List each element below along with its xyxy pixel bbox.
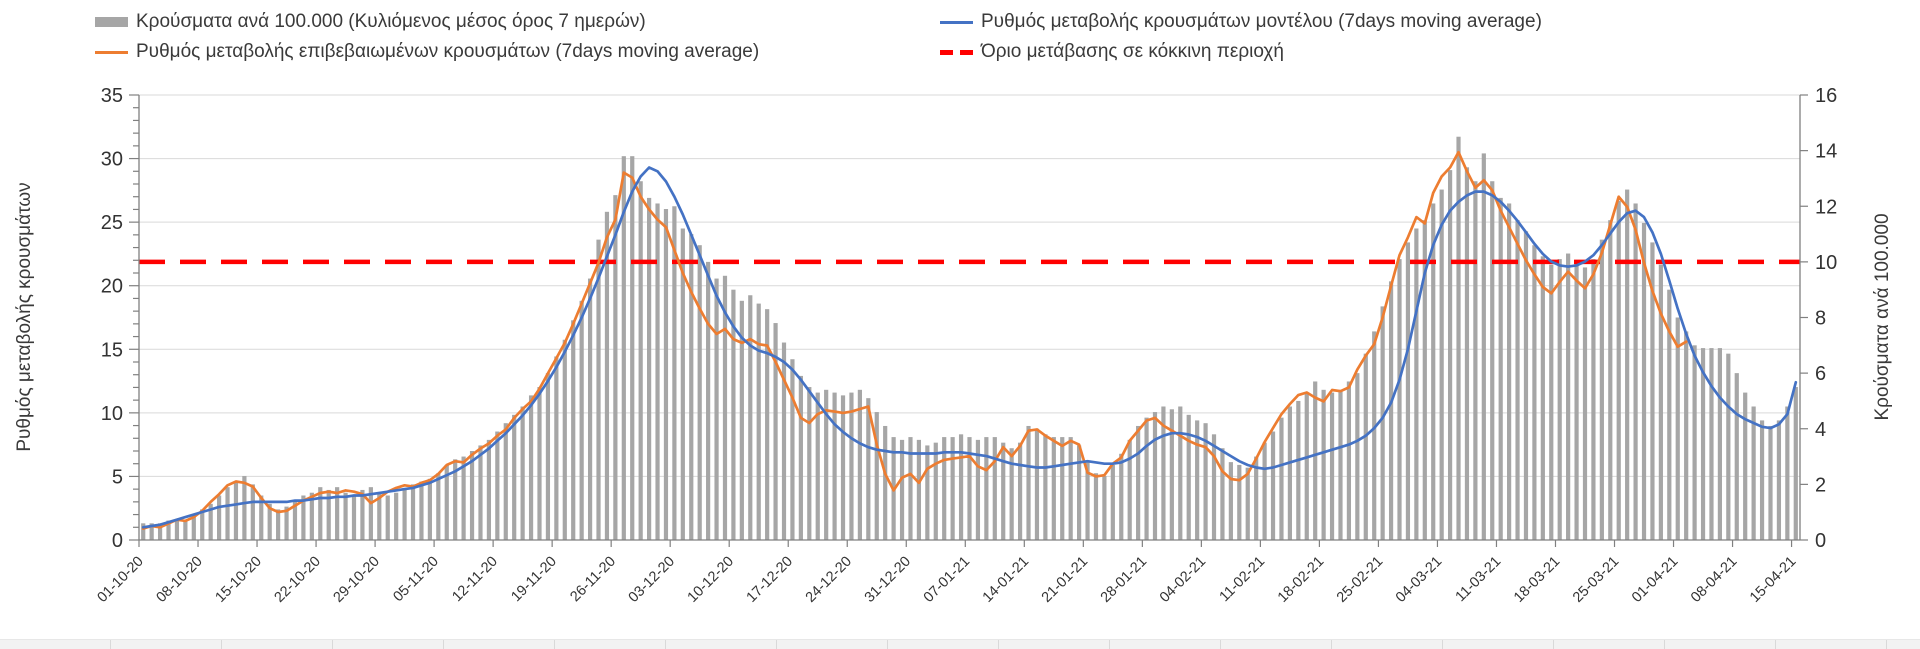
svg-text:01-04-21: 01-04-21 xyxy=(1629,554,1681,606)
svg-text:21-01-21: 21-01-21 xyxy=(1039,554,1091,606)
svg-text:14-01-21: 14-01-21 xyxy=(980,554,1032,606)
legend-label-confirmed-rate: Ρυθμός μεταβολής επιβεβαιωμένων κρουσμάτ… xyxy=(136,41,760,62)
svg-text:18-02-21: 18-02-21 xyxy=(1275,554,1327,606)
svg-text:08-04-21: 08-04-21 xyxy=(1688,554,1740,606)
svg-text:08-10-20: 08-10-20 xyxy=(153,554,205,606)
red-dash-swatch-icon xyxy=(940,49,973,55)
svg-text:2: 2 xyxy=(1815,474,1826,496)
blue-line-swatch-icon xyxy=(940,20,973,24)
svg-text:17-12-20: 17-12-20 xyxy=(744,554,796,606)
svg-text:10-12-20: 10-12-20 xyxy=(685,554,737,606)
svg-text:0: 0 xyxy=(112,530,123,552)
svg-text:18-03-21: 18-03-21 xyxy=(1511,554,1563,606)
svg-text:15-10-20: 15-10-20 xyxy=(213,554,265,606)
svg-text:30: 30 xyxy=(101,149,123,171)
legend-label-threshold: Όριο μετάβασης σε κόκκινη περιοχή xyxy=(981,41,1284,62)
svg-text:24-12-20: 24-12-20 xyxy=(803,554,855,606)
svg-text:15: 15 xyxy=(101,339,123,361)
svg-text:31-12-20: 31-12-20 xyxy=(862,554,914,606)
legend-label-cases-bars: Κρούσματα ανά 100.000 (Κυλιόμενος μέσος … xyxy=(136,11,646,32)
orange-line-swatch-icon xyxy=(95,50,128,54)
svg-text:16: 16 xyxy=(1815,85,1837,107)
svg-text:10: 10 xyxy=(101,403,123,425)
svg-text:22-10-20: 22-10-20 xyxy=(272,554,324,606)
svg-text:04-02-21: 04-02-21 xyxy=(1157,554,1209,606)
svg-text:35: 35 xyxy=(101,85,123,107)
svg-text:6: 6 xyxy=(1815,363,1826,385)
legend-item-model-rate: Ρυθμός μεταβολής κρουσμάτων μοντέλου (7d… xyxy=(940,11,1542,33)
legend-label-model-rate: Ρυθμός μεταβολής κρουσμάτων μοντέλου (7d… xyxy=(981,11,1542,32)
svg-text:25: 25 xyxy=(101,212,123,234)
bar-swatch-icon xyxy=(95,17,128,27)
y-axis-right-title: Κρούσματα ανά 100.000 xyxy=(1872,213,1893,420)
svg-text:19-11-20: 19-11-20 xyxy=(508,554,560,606)
svg-text:12: 12 xyxy=(1815,196,1837,218)
svg-text:03-12-20: 03-12-20 xyxy=(626,554,678,606)
legend-item-confirmed-rate: Ρυθμός μεταβολής επιβεβαιωμένων κρουσμάτ… xyxy=(95,41,759,63)
svg-text:11-03-21: 11-03-21 xyxy=(1453,554,1505,606)
svg-text:5: 5 xyxy=(112,466,123,488)
svg-text:07-01-21: 07-01-21 xyxy=(921,554,973,606)
svg-text:8: 8 xyxy=(1815,308,1826,330)
svg-text:25-02-21: 25-02-21 xyxy=(1334,554,1386,606)
legend-item-cases-bars: Κρούσματα ανά 100.000 (Κυλιόμενος μέσος … xyxy=(95,11,646,33)
svg-text:11-02-21: 11-02-21 xyxy=(1217,554,1269,606)
svg-text:4: 4 xyxy=(1815,419,1826,441)
sheet-edge-strip xyxy=(0,639,1920,649)
plot-area: 0 5 10 15 20 25 30 35 0 2 4 6 8 10 12 14 16 01-10-20 08-10… xyxy=(94,85,1837,606)
y-axis-left-title: Ρυθμός μεταβολής κρουσμάτων xyxy=(14,182,35,451)
svg-text:01-10-20: 01-10-20 xyxy=(94,554,146,606)
svg-text:04-03-21: 04-03-21 xyxy=(1393,554,1445,606)
svg-text:10: 10 xyxy=(1815,252,1837,274)
svg-text:0: 0 xyxy=(1815,530,1826,552)
svg-text:25-03-21: 25-03-21 xyxy=(1570,554,1622,606)
svg-text:29-10-20: 29-10-20 xyxy=(331,554,383,606)
svg-text:28-01-21: 28-01-21 xyxy=(1098,554,1150,606)
legend-item-threshold: Όριο μετάβασης σε κόκκινη περιοχή xyxy=(940,41,1284,63)
svg-text:12-11-20: 12-11-20 xyxy=(449,554,501,606)
svg-text:05-11-20: 05-11-20 xyxy=(390,554,442,606)
svg-text:15-04-21: 15-04-21 xyxy=(1747,554,1799,606)
svg-text:26-11-20: 26-11-20 xyxy=(567,554,619,606)
svg-text:20: 20 xyxy=(101,276,123,298)
svg-text:14: 14 xyxy=(1815,141,1837,163)
